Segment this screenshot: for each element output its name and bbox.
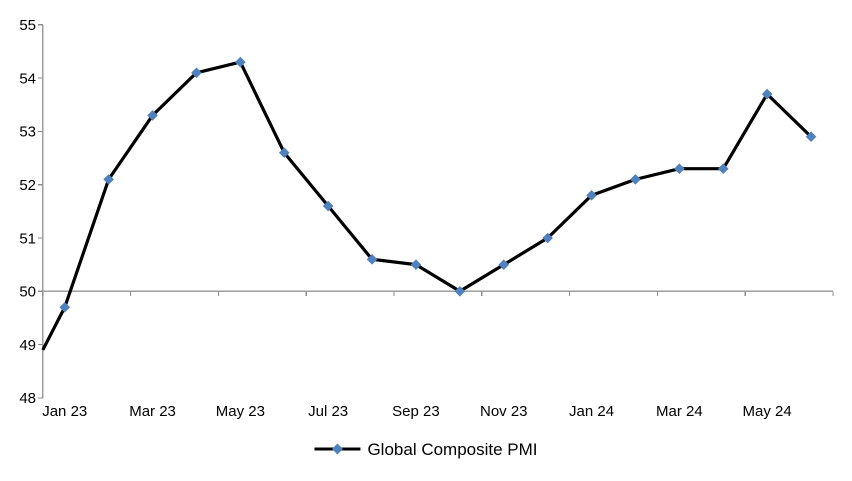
x-tick-label: Sep 23 [392,403,440,420]
series-line [41,60,813,351]
data-point-marker [586,190,597,201]
data-point-marker [542,232,553,244]
legend-key-line-icon [314,443,361,455]
x-tick-labels: Jan 23 Mar 23 May 23 Jul 23 Sep 23 Nov 23 Jan … [42,403,792,420]
y-tick-label: 49 [19,337,36,354]
data-point-marker [761,88,773,100]
data-point-marker [59,301,71,313]
x-tick-label: May 23 [216,403,265,420]
data-point-marker [147,110,158,121]
series-markers [59,56,817,313]
y-axis [37,24,44,399]
x-axis [42,290,834,296]
data-point-marker [717,163,729,175]
y-tick-label: 50 [19,284,36,301]
data-point-marker [191,67,202,79]
data-point-marker [278,147,290,159]
data-point-marker [630,174,641,185]
legend-label: Global Composite PMI [367,440,538,459]
data-point-marker [498,259,510,270]
data-point-marker [103,174,114,185]
data-point-marker [805,131,817,143]
x-tick-label: Mar 23 [129,403,176,420]
legend: Global Composite PMI [314,440,538,459]
x-tick-label: Jul 23 [308,403,348,420]
data-point-marker [410,259,422,270]
data-point-marker [322,200,334,212]
x-tick-label: Nov 23 [480,403,528,420]
y-tick-labels: 48 49 50 51 52 53 54 55 [19,17,36,407]
y-tick-label: 54 [19,70,36,87]
data-point-marker [366,254,378,265]
data-point-marker [454,286,466,297]
y-tick-label: 53 [19,124,36,141]
y-tick-label: 52 [19,177,36,194]
data-point-marker [235,56,246,68]
x-tick-label: Jan 24 [569,403,614,420]
x-tick-label: May 24 [743,403,792,420]
x-tick-label: Jan 23 [42,403,87,420]
data-point-marker [674,163,685,175]
legend-marker-sample [331,443,343,455]
x-tick-label: Mar 24 [656,403,703,420]
y-tick-label: 51 [19,230,36,247]
y-tick-label: 48 [19,390,36,407]
y-tick-label: 55 [19,17,36,34]
